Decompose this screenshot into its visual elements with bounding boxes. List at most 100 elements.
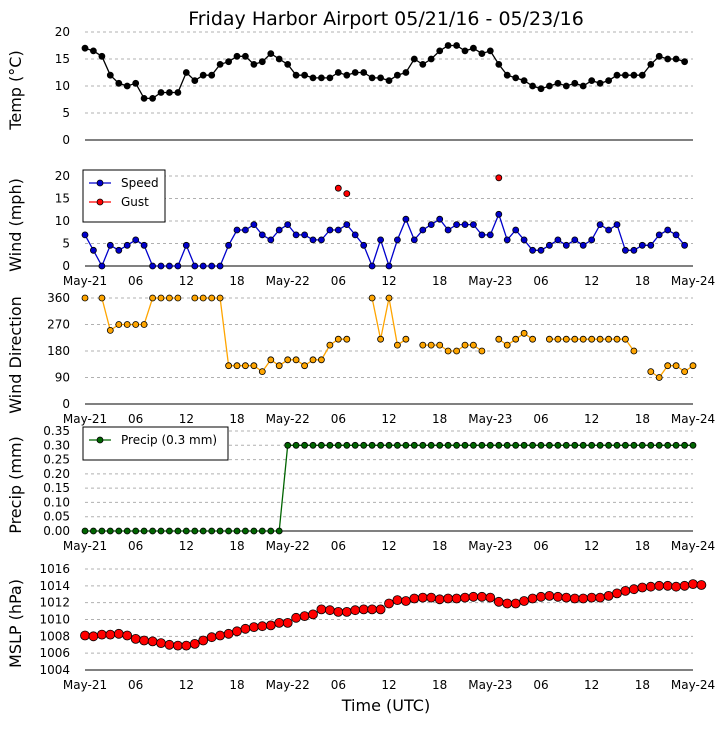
mslp-data-point — [426, 592, 437, 603]
mslp-data-point — [172, 640, 183, 651]
wind-data-point — [157, 262, 165, 270]
temp-data-point — [216, 61, 224, 68]
wind-data-point — [149, 262, 157, 270]
wdir-data-point — [149, 294, 157, 302]
wind-data-point — [393, 236, 401, 244]
precip-xtick-label: 18 — [229, 539, 244, 553]
wdir-ytick-label: 360 — [47, 291, 70, 305]
wdir-data-point — [343, 335, 351, 343]
wdir-data-point — [647, 368, 655, 376]
temp-data-point — [98, 52, 106, 60]
wind-legend-box — [82, 169, 166, 223]
wind-legend-marker — [96, 179, 104, 187]
wind-data-point — [98, 262, 106, 270]
wdir-data-point — [208, 294, 216, 302]
precip-ytick-label: 0.30 — [43, 438, 70, 452]
mslp-data-point — [308, 609, 318, 620]
precip-data-point — [689, 441, 697, 449]
mslp-data-point — [637, 582, 648, 593]
precip-legend-label: Precip (0.3 mm) — [121, 433, 217, 447]
mslp-xtick-label: 12 — [381, 678, 396, 692]
temp-data-point — [596, 79, 604, 87]
wdir-data-point — [368, 294, 376, 302]
temp-data-point — [571, 79, 579, 87]
precip-data-point — [174, 527, 182, 535]
precip-data-point — [461, 441, 469, 449]
mslp-data-point — [80, 630, 90, 641]
precip-data-point — [140, 527, 148, 535]
temp-data-point — [537, 85, 545, 93]
temp-ytick-label: 15 — [55, 52, 70, 66]
wdir-data-point — [469, 341, 477, 349]
wind-data-point — [292, 231, 300, 239]
temp-panel: 0 5 10 15 20 Temp (°C) — [6, 25, 693, 147]
temp-data-point — [554, 79, 562, 87]
temp-data-point — [672, 55, 680, 63]
precip-data-point — [537, 441, 545, 449]
mslp-data-point — [367, 604, 378, 615]
wdir-data-point — [258, 368, 266, 376]
precip-data-point — [562, 441, 570, 449]
wind-xtick-label: 18 — [432, 274, 447, 288]
wind-data-point — [123, 241, 131, 249]
wdir-data-point — [191, 294, 199, 302]
mslp-data-point — [139, 635, 150, 646]
temp-data-point — [284, 61, 292, 68]
wind-data-point — [402, 215, 410, 223]
wind-data-point — [165, 262, 173, 270]
mslp-data-point — [443, 593, 454, 604]
temp-data-point — [250, 61, 258, 68]
temp-data-point — [453, 42, 461, 49]
mslp-data-point — [341, 607, 352, 617]
wind-data-point — [90, 246, 97, 254]
wind-data-point — [419, 226, 427, 234]
wdir-data-point — [241, 362, 249, 370]
temp-data-point — [469, 44, 477, 52]
precip-data-point — [655, 441, 663, 449]
wdir-xtick-label: 06 — [533, 412, 548, 426]
wind-panel: 0 5 10 15 20 Wind (mph) May-21 06 12 18 May-22 06 12… — [6, 169, 715, 288]
wind-xtick-label: May-22 — [266, 274, 310, 288]
wind-data-point — [537, 246, 545, 254]
mslp-ytick-label: 1012 — [39, 596, 70, 610]
wind-data-point — [478, 231, 486, 239]
mslp-data-point — [392, 595, 403, 605]
temp-data-point — [588, 77, 596, 84]
wind-data-point — [571, 236, 579, 244]
wdir-data-point — [402, 335, 410, 343]
wind-data-point — [613, 221, 621, 229]
precip-data-point — [647, 441, 655, 449]
wind-data-point — [520, 236, 528, 244]
temp-data-point — [622, 71, 629, 79]
wind-data-point — [495, 174, 503, 182]
wdir-data-point — [613, 335, 621, 343]
wind-data-point — [191, 262, 199, 270]
precip-data-point — [123, 527, 131, 535]
wdir-data-point — [630, 347, 638, 355]
wind-data-point — [529, 246, 536, 254]
precip-data-point — [630, 441, 638, 449]
wdir-data-point — [284, 356, 292, 364]
temp-data-point — [149, 95, 157, 102]
mslp-data-point — [578, 593, 589, 604]
wind-data-point — [495, 210, 503, 218]
wdir-data-point — [571, 335, 579, 343]
precip-legend-marker — [96, 436, 104, 444]
precip-xtick-label: 06 — [128, 539, 143, 553]
mslp-data-point — [147, 636, 158, 647]
wdir-data-point — [309, 356, 317, 364]
temp-data-point — [334, 69, 342, 76]
wdir-data-point — [334, 335, 342, 343]
precip-data-point — [132, 527, 140, 535]
precip-data-point — [469, 441, 477, 449]
precip-data-point — [681, 441, 688, 449]
precip-data-point — [546, 441, 553, 449]
wind-data-point — [453, 221, 461, 229]
precip-ytick-label: 0.35 — [43, 424, 70, 438]
mslp-data-point — [181, 640, 192, 651]
wdir-data-point — [605, 335, 612, 343]
wind-xtick-label: 18 — [229, 274, 244, 288]
wdir-data-point — [250, 362, 258, 370]
mslp-data-point — [265, 620, 276, 631]
precip-data-point — [453, 441, 461, 449]
